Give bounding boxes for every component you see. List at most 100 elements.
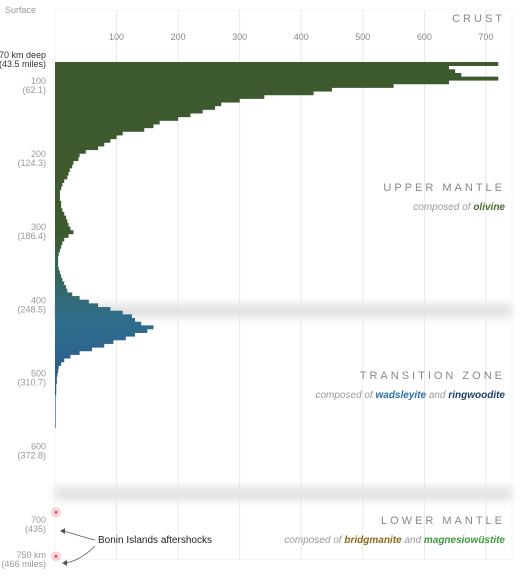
bar-440km	[55, 332, 136, 337]
y-tick-700: 700	[31, 515, 46, 525]
bar-435km	[55, 328, 148, 333]
bar-315km	[55, 241, 63, 246]
mineral-magnesiowustite: magnesiowüstite	[424, 535, 506, 546]
bar-405km	[55, 307, 111, 312]
bar-160km	[55, 127, 145, 132]
y-tick-300: 300	[31, 222, 46, 232]
x-tick-500: 500	[355, 32, 370, 42]
bar-125km	[55, 102, 222, 107]
bar-95km	[55, 80, 449, 85]
bar-560km	[55, 420, 56, 425]
bar-380km	[55, 288, 68, 293]
aftershock-markers	[51, 507, 61, 562]
mineral-wadsleyite: wadsleyite	[375, 390, 426, 401]
x-tick-600: 600	[417, 32, 432, 42]
x-tick-100: 100	[109, 32, 124, 42]
bar-555km	[55, 416, 56, 421]
bar-210km	[55, 164, 73, 169]
bar-540km	[55, 405, 56, 410]
bar-420km	[55, 318, 136, 322]
bar-225km	[55, 175, 68, 180]
aftershock-annotation: Bonin Islands aftershocks	[98, 535, 212, 546]
bar-150km	[55, 120, 160, 125]
bar-185km	[55, 146, 99, 151]
y-tick-miles-700: (435)	[25, 524, 46, 534]
mineral-olivine: olivine	[473, 202, 505, 213]
bar-290km	[55, 222, 69, 227]
bottom-depth-miles: (466 miles)	[1, 559, 46, 569]
histogram-bars	[55, 62, 499, 429]
bar-285km	[55, 219, 68, 224]
lower-and: and	[402, 535, 424, 546]
bar-355km	[55, 270, 60, 275]
bar-85km	[55, 72, 462, 77]
bar-520km	[55, 391, 57, 396]
x-tick-300: 300	[232, 32, 247, 42]
lower-prefix: composed of	[284, 535, 344, 546]
y-tick-500: 500	[31, 369, 46, 379]
x-tick-400: 400	[294, 32, 309, 42]
bar-495km	[55, 372, 58, 377]
x-tick-200: 200	[171, 32, 186, 42]
bar-120km	[55, 98, 240, 103]
bar-130km	[55, 105, 216, 110]
crust-label: CRUST	[452, 13, 505, 25]
bar-155km	[55, 124, 154, 129]
y-tick-miles-500: (310.7)	[17, 378, 46, 388]
boundary-band-0	[55, 303, 512, 318]
transition-prefix: composed of	[315, 390, 375, 401]
bar-75km	[55, 65, 449, 70]
y-tick-miles-200: (124.3)	[17, 158, 46, 168]
bar-400km	[55, 303, 99, 308]
bar-175km	[55, 138, 111, 143]
bar-220km	[55, 171, 69, 176]
bar-460km	[55, 347, 92, 352]
mineral-bridgmanite: bridgmanite	[344, 535, 402, 546]
bar-325km	[55, 248, 60, 253]
bar-240km	[55, 186, 62, 191]
upper-mantle-title: UPPER MANTLE	[383, 182, 505, 194]
arrowhead-upper	[60, 528, 65, 534]
bar-500km	[55, 376, 57, 381]
lower-mantle-title: LOWER MANTLE	[381, 515, 505, 527]
bar-190km	[55, 149, 86, 154]
bar-365km	[55, 277, 63, 282]
bar-170km	[55, 135, 117, 140]
transition-and: and	[426, 390, 448, 401]
surface-label: Surface	[5, 5, 36, 15]
bar-385km	[55, 292, 73, 297]
top-depth-label: 70 km deep	[0, 50, 46, 60]
y-tick-labels: 100(62.1) 200(124.3) 300(186.4) 400(248.5) 5…	[17, 76, 46, 534]
bar-145km	[55, 116, 179, 121]
bar-205km	[55, 160, 74, 165]
bar-270km	[55, 208, 63, 213]
y-tick-miles-300: (186.4)	[17, 231, 46, 241]
bar-230km	[55, 179, 65, 183]
mineral-ringwoodite: ringwoodite	[448, 390, 505, 401]
bar-100km	[55, 83, 394, 88]
x-tick-700: 700	[478, 32, 493, 42]
bar-370km	[55, 281, 65, 286]
y-tick-miles-600: (372.8)	[17, 451, 46, 461]
transition-zone-composition: composed of wadsleyite and ringwoodite	[315, 390, 505, 401]
bar-280km	[55, 215, 67, 220]
y-tick-600: 600	[31, 442, 46, 452]
bar-375km	[55, 285, 67, 290]
bar-345km	[55, 263, 59, 268]
y-tick-miles-400: (248.5)	[17, 304, 46, 314]
bottom-depth-label: 750 km	[16, 550, 46, 560]
bar-265km	[55, 204, 62, 209]
bar-395km	[55, 299, 89, 304]
bar-260km	[55, 200, 62, 205]
bar-140km	[55, 113, 191, 118]
bar-425km	[55, 321, 142, 326]
y-tick-100: 100	[31, 76, 46, 86]
bar-565km	[55, 424, 56, 429]
bar-180km	[55, 142, 105, 147]
bar-200km	[55, 157, 79, 162]
boundary-band-1	[55, 486, 512, 501]
bar-480km	[55, 361, 62, 366]
bar-530km	[55, 398, 56, 403]
transition-zone-title: TRANSITION ZONE	[360, 370, 505, 382]
bar-465km	[55, 350, 80, 355]
